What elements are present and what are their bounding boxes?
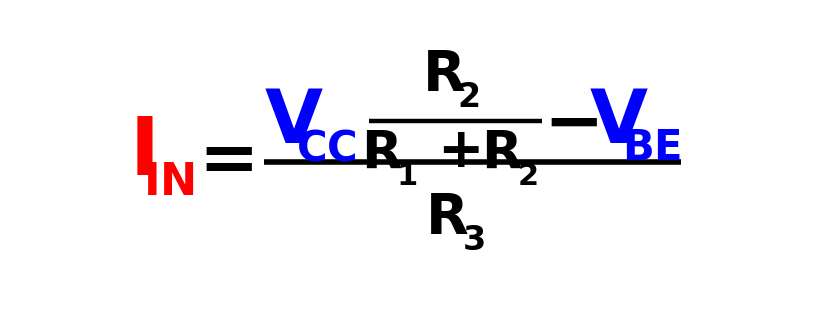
Text: $\mathbf{+}$: $\mathbf{+}$: [437, 125, 480, 179]
Text: $\mathbf{IN}$: $\mathbf{IN}$: [143, 161, 195, 204]
Text: $\mathbf{R}$: $\mathbf{R}$: [422, 48, 465, 102]
Text: $\mathbf{1}$: $\mathbf{1}$: [396, 162, 417, 191]
Text: $\mathbf{R}$: $\mathbf{R}$: [481, 128, 522, 180]
Text: $\mathbf{3}$: $\mathbf{3}$: [461, 224, 484, 258]
Text: $\mathbf{-}$: $\mathbf{-}$: [543, 90, 598, 159]
Text: $\mathbf{CC}$: $\mathbf{CC}$: [296, 127, 357, 169]
Text: $\mathbf{R}$: $\mathbf{R}$: [425, 191, 469, 245]
Text: $\mathbf{I}$: $\mathbf{I}$: [129, 114, 153, 192]
Text: $\mathbf{=}$: $\mathbf{=}$: [185, 124, 254, 194]
Text: $\mathbf{BE}$: $\mathbf{BE}$: [622, 127, 681, 169]
Text: $\mathbf{2}$: $\mathbf{2}$: [457, 81, 480, 114]
Text: $\mathbf{2}$: $\mathbf{2}$: [517, 162, 537, 191]
Text: $\mathbf{V}$: $\mathbf{V}$: [264, 86, 323, 159]
Text: $\mathbf{V}$: $\mathbf{V}$: [590, 86, 649, 159]
Text: $\mathbf{R}$: $\mathbf{R}$: [361, 128, 402, 180]
